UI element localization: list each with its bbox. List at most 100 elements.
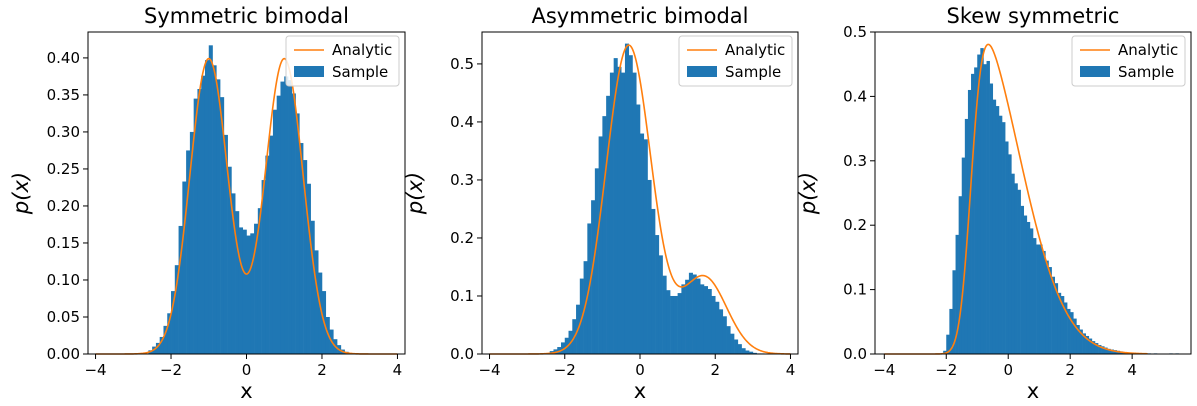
histogram-bar [602, 116, 607, 354]
histogram-bar [946, 334, 950, 354]
histogram-bar [745, 350, 750, 354]
histogram-bar [995, 106, 1000, 354]
histogram-bar [171, 291, 176, 354]
x-tick-label: −2 [935, 361, 957, 379]
y-tick-label: 0.5 [450, 55, 474, 73]
histogram-bar [983, 64, 987, 354]
x-tick-label: 2 [1065, 361, 1075, 379]
y-tick-label: 0.10 [47, 271, 80, 289]
histogram-bar [1060, 296, 1065, 354]
histogram-bar [651, 208, 656, 354]
y-axis-label: p(x) [796, 172, 820, 215]
histogram-bar [722, 316, 727, 354]
histogram-bar [967, 89, 972, 355]
chart-title: Symmetric bimodal [144, 4, 349, 28]
histogram-bar [1113, 350, 1117, 354]
chart-title: Skew symmetric [947, 4, 1120, 28]
histogram-bar [628, 55, 633, 355]
histogram-bar [1023, 215, 1028, 354]
legend-label-analytic: Analytic [725, 41, 785, 59]
histogram-bar [1070, 312, 1074, 354]
histogram-bar [246, 235, 251, 354]
histogram-bar [178, 225, 183, 354]
histogram-bar [174, 265, 179, 354]
histogram-bar [662, 275, 667, 354]
histogram-bar [624, 43, 630, 354]
histogram-bar [295, 113, 300, 355]
histogram-bar [719, 309, 724, 354]
x-tick-label: 2 [317, 361, 327, 379]
histogram-bar [700, 284, 705, 354]
histogram-bar [961, 157, 966, 354]
histogram-bar [261, 180, 266, 354]
histogram-bar [734, 339, 739, 354]
histogram-bar [561, 342, 566, 354]
x-tick-label: 0 [635, 361, 645, 379]
histogram-bar [269, 135, 274, 354]
histogram-bar [238, 227, 244, 354]
histogram-bar [204, 60, 210, 354]
histogram-bar [1008, 154, 1012, 354]
histogram-bar [621, 72, 626, 355]
histogram-bar [677, 293, 682, 354]
y-tick-label: 0.20 [47, 197, 80, 215]
y-tick-label: 0.5 [843, 23, 867, 41]
histogram-bar [711, 295, 716, 354]
histogram-bar [1036, 244, 1040, 354]
histogram-bar [1101, 346, 1105, 354]
x-tick-label: −4 [873, 361, 895, 379]
histogram-bar [1048, 267, 1052, 354]
histogram-bar [201, 75, 206, 355]
histogram-bar [272, 109, 277, 354]
histogram-bar [182, 181, 187, 354]
histogram-bar [314, 250, 319, 354]
histogram-bar [288, 80, 293, 355]
histogram-bar [306, 183, 311, 354]
y-tick-label: 0.1 [450, 287, 474, 305]
histogram-bar [208, 45, 213, 354]
histogram-bar [636, 104, 641, 355]
histogram-bar [949, 308, 953, 354]
histogram-bar [1082, 333, 1086, 354]
y-tick-label: 0.25 [47, 160, 80, 178]
histogram-bar [986, 60, 990, 354]
legend-swatch-sample [1080, 66, 1110, 77]
histogram-bar [989, 83, 994, 355]
histogram-bar [943, 350, 947, 354]
histogram-bar [726, 326, 731, 354]
y-tick-label: 0.35 [47, 86, 80, 104]
x-tick-label: 0 [1003, 361, 1013, 379]
histogram-bar [707, 289, 712, 354]
y-axis-label: p(x) [9, 172, 33, 215]
legend-swatch-sample [294, 66, 324, 77]
chart-panel-1: −4 −2 0 2 4 0.00 0.05 0.10 0.15 0.20 0.25 0.30 0.35 0… [9, 4, 406, 403]
y-tick-label: 0.4 [450, 113, 474, 131]
y-tick-label: 0.05 [47, 308, 80, 326]
histogram-bar [998, 115, 1003, 354]
legend-label-analytic: Analytic [332, 41, 392, 59]
histogram-bar [681, 284, 686, 354]
histogram-bar [643, 139, 648, 354]
histogram-bar [670, 295, 675, 354]
legend-label-sample: Sample [725, 63, 781, 81]
histogram-bar [673, 295, 678, 354]
x-tick-label: 4 [393, 361, 403, 379]
histogram-bar [310, 220, 315, 354]
histogram-bar [163, 325, 168, 354]
x-tick-label: 0 [242, 361, 252, 379]
histogram-bar [696, 278, 701, 354]
histogram-bar [955, 234, 959, 354]
histogram-bar [730, 333, 735, 354]
histogram-bar [197, 89, 202, 354]
histogram-bar [666, 290, 671, 354]
legend: Analytic Sample [678, 35, 793, 87]
legend: Analytic Sample [285, 35, 400, 87]
histogram-bar [242, 229, 247, 354]
histogram-bar [598, 136, 603, 354]
histogram-bar [1020, 205, 1025, 354]
x-axis-label: x [1027, 379, 1039, 403]
histogram-bar [318, 272, 323, 354]
histogram-bar [1054, 283, 1059, 354]
histogram-bar [1067, 308, 1071, 354]
y-tick-label: 0.30 [47, 123, 80, 141]
